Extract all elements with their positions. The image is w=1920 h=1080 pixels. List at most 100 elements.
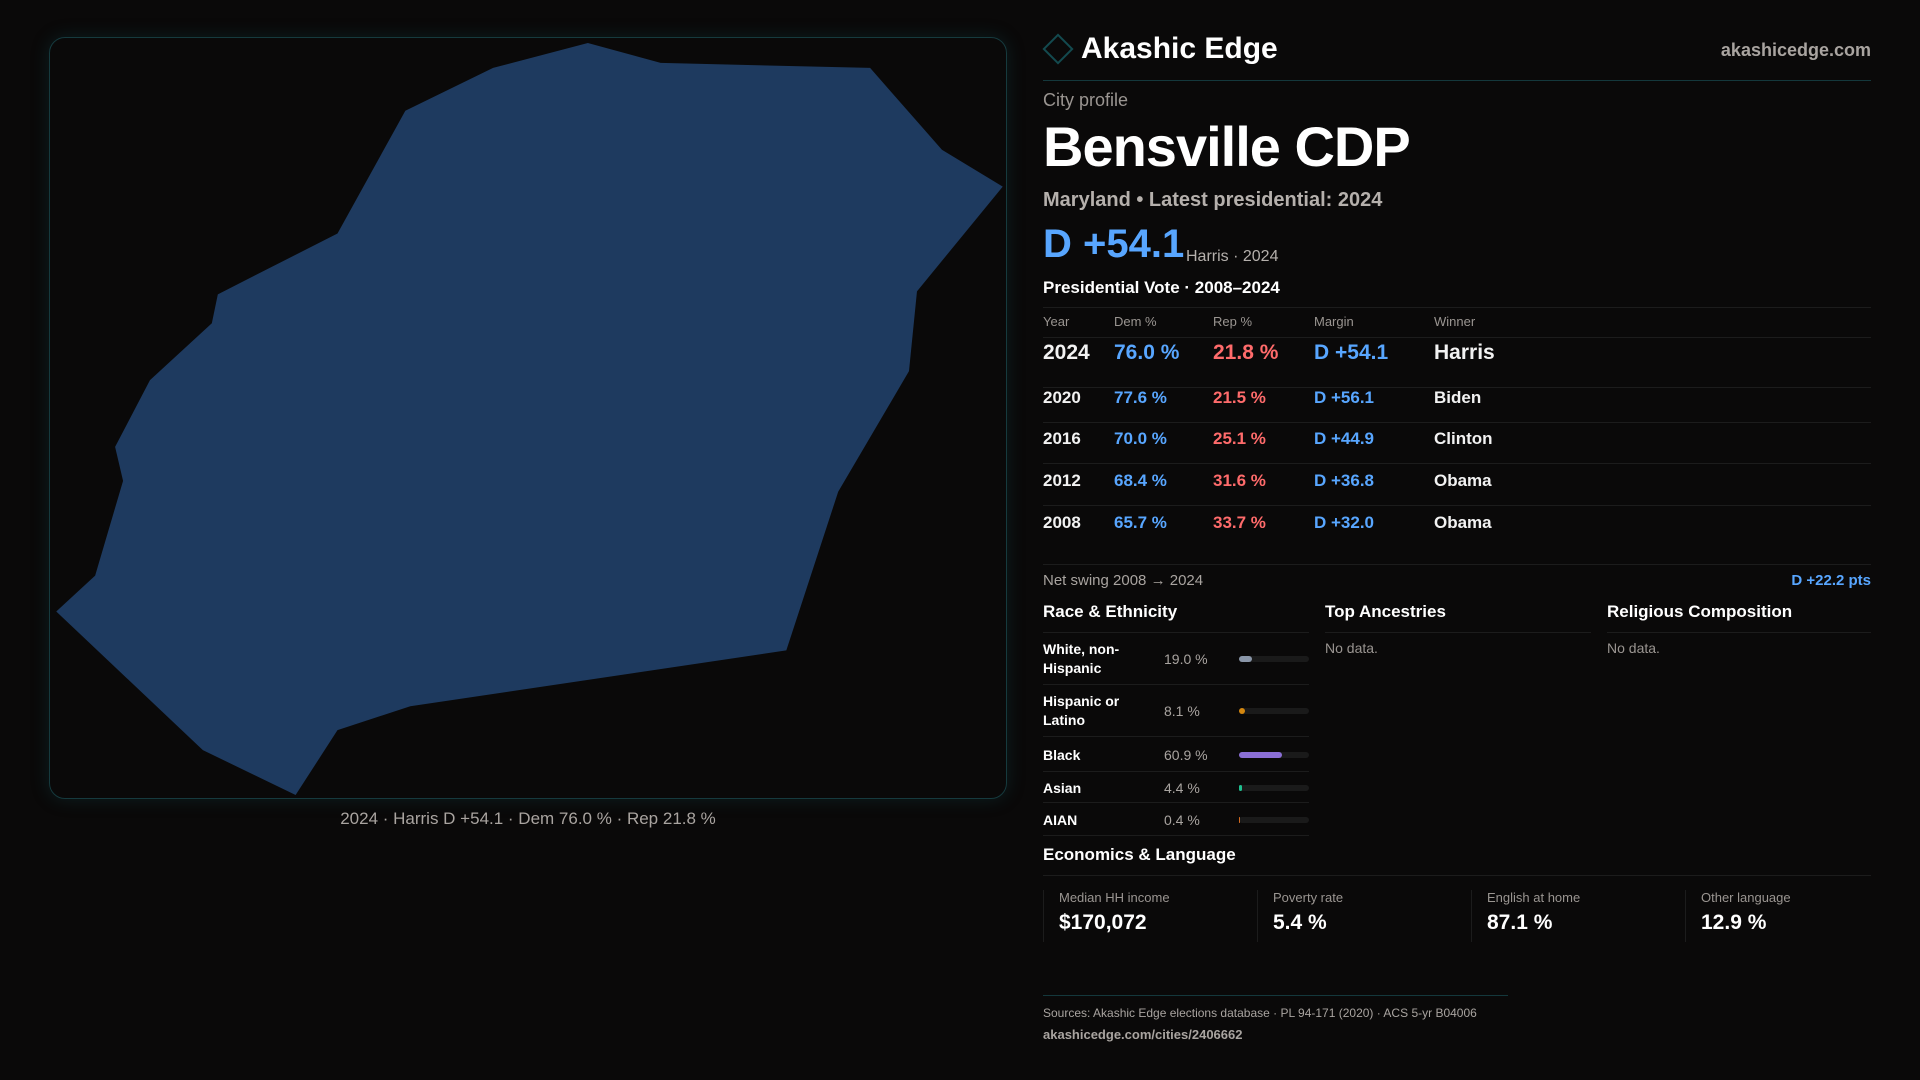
divider	[1325, 632, 1591, 633]
vote-margin: D +36.8	[1314, 471, 1375, 490]
race-bar	[1239, 656, 1309, 662]
vote-year: 2008	[1043, 513, 1081, 532]
brand[interactable]: Akashic Edge	[1042, 32, 1278, 66]
divider	[1043, 463, 1871, 464]
divider	[1607, 632, 1871, 633]
ancestries-empty: No data.	[1325, 640, 1378, 656]
stat-value: $170,072	[1059, 911, 1147, 934]
race-label: Hispanic or Latino	[1043, 693, 1120, 728]
econ-stat: Poverty rate 5.4 %	[1257, 890, 1471, 942]
race-row: White, non-Hispanic 19.0 %	[1043, 633, 1309, 685]
race-pct: 19.0 %	[1164, 651, 1208, 667]
vote-year: 2020	[1043, 388, 1081, 407]
race-bar	[1239, 816, 1309, 823]
race-pct: 60.9 %	[1164, 746, 1208, 763]
race-bar-fill	[1239, 784, 1243, 791]
vote-winner: Obama	[1434, 471, 1492, 490]
divider	[1043, 307, 1871, 308]
vote-row: 2020 77.6 % 21.5 % D +56.1 Biden	[1043, 388, 1871, 428]
vote-margin: D +44.9	[1314, 429, 1375, 448]
swing-value: D +22.2 pts	[1791, 572, 1871, 589]
swing-label: Net swing 2008 → 2024	[1043, 572, 1204, 589]
stat-label: Poverty rate	[1273, 890, 1344, 905]
econ-stat: Other language 12.9 %	[1685, 890, 1899, 942]
ancestries-title: Top Ancestries	[1325, 602, 1446, 621]
econ-stat: English at home 87.1 %	[1471, 890, 1685, 942]
vote-rep: 33.7 %	[1213, 513, 1266, 532]
votes-title: Presidential Vote · 2008–2024	[1043, 278, 1280, 297]
race-label: Asian	[1043, 779, 1082, 796]
race-bar-fill	[1239, 751, 1282, 758]
econ-title: Economics & Language	[1043, 845, 1236, 864]
city-boundary-map	[56, 42, 1003, 796]
col-year: Year	[1043, 314, 1070, 329]
vote-dem: 65.7 %	[1114, 513, 1167, 532]
divider	[1043, 875, 1871, 876]
stat-label: English at home	[1487, 890, 1581, 905]
map-caption: 2024 · Harris D +54.1 · Dem 76.0 % · Rep…	[340, 809, 716, 828]
vote-winner: Harris	[1434, 341, 1495, 364]
vote-margin: D +56.1	[1314, 388, 1375, 407]
headline-margin-sub: Harris · 2024	[1186, 248, 1279, 265]
race-label: AIAN	[1043, 811, 1078, 828]
race-row: Hispanic or Latino 8.1 %	[1043, 685, 1309, 737]
site-link[interactable]: akashicedge.com	[1720, 40, 1871, 60]
econ-stat: Median HH income $170,072	[1043, 890, 1257, 942]
subtitle: Maryland • Latest presidential: 2024	[1043, 189, 1383, 211]
vote-margin: D +32.0	[1314, 513, 1375, 532]
city-boundary-shape[interactable]	[56, 42, 1003, 796]
race-pct: 8.1 %	[1164, 703, 1200, 719]
col-dem: Dem %	[1114, 314, 1157, 329]
vote-rep: 21.8 %	[1213, 341, 1279, 364]
divider	[1043, 995, 1508, 996]
divider	[1043, 564, 1871, 565]
race-title: Race & Ethnicity	[1043, 602, 1178, 621]
race-bar	[1239, 751, 1309, 758]
col-winner: Winner	[1434, 314, 1476, 329]
race-pct: 0.4 %	[1164, 811, 1200, 828]
divider	[1043, 632, 1309, 633]
race-pct: 4.4 %	[1164, 779, 1200, 796]
diamond-logo-icon	[1042, 33, 1074, 65]
vote-year: 2024	[1043, 341, 1090, 364]
headline-margin: D +54.1	[1043, 222, 1185, 266]
stat-value: 5.4 %	[1273, 911, 1327, 934]
stat-value: 87.1 %	[1487, 911, 1553, 934]
vote-year: 2012	[1043, 471, 1081, 490]
divider	[1043, 387, 1871, 388]
page-url-link[interactable]: akashicedge.com/cities/2406662	[1043, 1027, 1243, 1042]
map-panel[interactable]	[49, 37, 1007, 799]
vote-dem: 77.6 %	[1114, 388, 1167, 407]
page-title: Bensville CDP	[1043, 115, 1411, 178]
vote-winner: Biden	[1434, 388, 1482, 407]
race-row: Asian 4.4 %	[1043, 772, 1309, 803]
race-bar	[1239, 784, 1309, 791]
brand-name: Akashic Edge	[1081, 32, 1278, 65]
vote-row: 2016 70.0 % 25.1 % D +44.9 Clinton	[1043, 429, 1871, 469]
col-margin: Margin	[1314, 314, 1354, 329]
race-bar-fill	[1239, 708, 1245, 714]
stat-label: Other language	[1701, 890, 1791, 905]
vote-year: 2016	[1043, 429, 1081, 448]
race-bar-fill	[1239, 816, 1241, 823]
vote-winner: Clinton	[1434, 429, 1493, 448]
divider	[1043, 422, 1871, 423]
vote-rep: 31.6 %	[1213, 471, 1266, 490]
vote-row: 2008 65.7 % 33.7 % D +32.0 Obama	[1043, 513, 1871, 553]
religion-empty: No data.	[1607, 640, 1660, 656]
race-bar	[1239, 708, 1309, 714]
race-row: Black 60.9 %	[1043, 737, 1309, 772]
col-rep: Rep %	[1213, 314, 1253, 329]
race-label: Black	[1043, 746, 1081, 763]
race-row: AIAN 0.4 %	[1043, 803, 1309, 836]
vote-rep: 21.5 %	[1213, 388, 1266, 407]
vote-dem: 76.0 %	[1114, 341, 1180, 364]
sources: Sources: Akashic Edge elections database…	[1043, 1006, 1477, 1020]
vote-row: 2012 68.4 % 31.6 % D +36.8 Obama	[1043, 471, 1871, 511]
divider	[1043, 80, 1871, 81]
race-label: White, non-Hispanic	[1043, 641, 1120, 676]
stat-value: 12.9 %	[1701, 911, 1767, 934]
kicker: City profile	[1043, 90, 1129, 110]
vote-winner: Obama	[1434, 513, 1492, 532]
vote-dem: 68.4 %	[1114, 471, 1167, 490]
